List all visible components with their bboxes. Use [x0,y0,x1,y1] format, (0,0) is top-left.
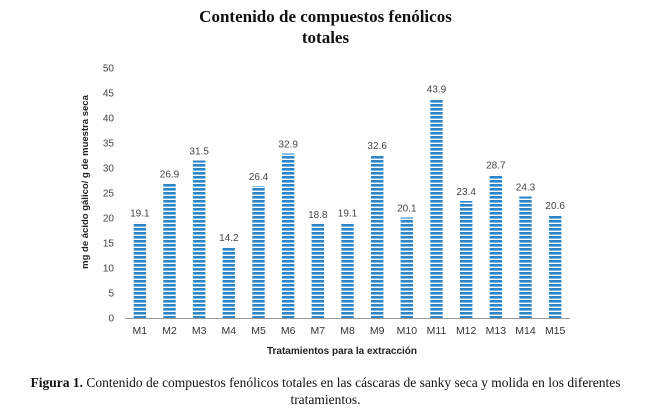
data-label: 28.7 [486,161,506,172]
y-axis: 0 5 10 15 20 25 30 35 40 45 50 [103,64,115,325]
data-label: 19.1 [338,209,358,220]
y-tick-label: 5 [108,289,114,300]
y-tick-label: 15 [103,239,115,250]
x-axis: M1 M2 M3 M4 M5 M6 M7 M8 M9 M10 M11 M12 M13 M14 M15 [125,318,570,337]
y-axis-label: mg de ácido gálico/ g de muestra seca [80,94,91,268]
x-tick-label: M5 [251,325,266,337]
bar [252,186,265,318]
data-label: 31.5 [189,147,209,158]
x-tick-label: M7 [311,325,326,337]
bar [133,222,147,318]
bar [163,183,176,318]
bar [519,196,532,318]
x-tick-label: M8 [340,325,355,337]
x-tick-label: M6 [281,325,296,337]
data-label: 14.2 [219,233,239,244]
x-tick-label: M3 [192,325,207,337]
bar [370,155,384,318]
bar [489,174,503,318]
y-tick-label: 0 [108,314,114,325]
y-tick-label: 10 [103,264,115,275]
chart-title: Contenido de compuestos fenólicos totale… [0,6,651,48]
bar [400,217,414,318]
x-tick-label: M10 [397,325,418,337]
data-label: 20.6 [545,201,565,212]
y-tick-label: 35 [103,139,115,150]
y-tick-label: 25 [103,189,115,200]
data-label: 26.4 [249,172,269,183]
data-label: 43.9 [427,85,447,96]
x-tick-label: M13 [486,325,507,337]
figure-caption-label: Figura 1. [30,375,83,390]
bar [430,98,443,318]
data-label: 24.3 [516,183,536,194]
data-label: 19.1 [130,209,150,220]
bar [281,153,295,318]
bar [222,247,236,318]
chart-title-line-2: totales [301,28,350,47]
bars: 19.1 26.9 31.5 14.2 26.4 32.9 18.8 19.1 32.6 20.1… [130,85,565,318]
x-tick-label: M9 [370,325,385,337]
y-tick-label: 30 [103,164,115,175]
bar [311,224,325,318]
bar [341,222,354,318]
x-tick-label: M12 [456,325,477,337]
x-tick-label: M2 [162,325,177,337]
data-label: 23.4 [456,187,476,198]
x-tick-label: M14 [515,325,536,337]
chart-title-line-1: Contenido de compuestos fenólicos [199,7,452,26]
data-label: 32.9 [278,140,298,151]
x-axis-label: Tratamientos para la extracción [267,346,417,357]
y-tick-label: 50 [103,64,115,75]
data-label: 18.8 [308,210,328,221]
y-tick-label: 20 [103,214,115,225]
data-label: 26.9 [160,170,180,181]
data-label: 32.6 [367,141,387,152]
bar [459,201,473,318]
y-tick-label: 45 [103,89,115,100]
x-tick-label: M1 [133,325,148,337]
x-tick-label: M11 [427,325,447,337]
bar [548,215,562,318]
bar-chart: 0 5 10 15 20 25 30 35 40 45 50 19.1 26.9 31.5 14.2 26.… [80,64,570,357]
y-tick-label: 40 [103,114,115,125]
x-tick-label: M15 [545,325,566,337]
x-tick-label: M4 [222,325,237,337]
figure-caption: Figura 1. Contenido de compuestos fenóli… [20,374,631,408]
figure-caption-text: Contenido de compuestos fenólicos totale… [86,375,621,407]
data-label: 20.1 [397,204,417,215]
bar [192,160,206,318]
